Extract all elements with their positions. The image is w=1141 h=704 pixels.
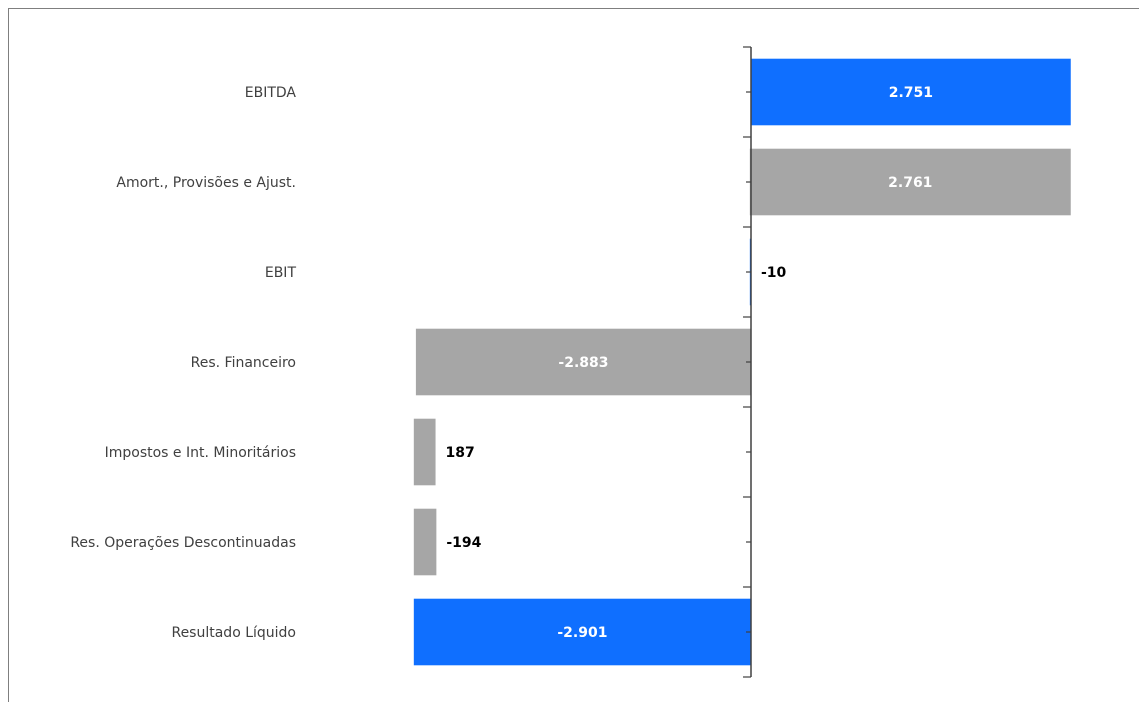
category-label: Amort., Provisões e Ajust. (116, 175, 296, 191)
category-label: Res. Operações Descontinuadas (70, 535, 296, 551)
value-label: 2.751 (889, 85, 933, 101)
category-label: Resultado Líquido (171, 625, 296, 641)
bar-7 (413, 598, 751, 666)
chart-frame (8, 8, 1139, 702)
value-label: 2.761 (888, 175, 932, 191)
value-label: -194 (446, 535, 481, 551)
bar-1 (751, 58, 1071, 126)
category-label: Impostos e Int. Minoritários (105, 445, 296, 461)
value-label: -2.883 (558, 355, 608, 371)
bar-4 (415, 328, 751, 396)
category-label: EBIT (265, 265, 297, 281)
value-label: 187 (446, 445, 475, 461)
bar-2 (749, 148, 1071, 216)
category-label: EBITDA (245, 85, 297, 101)
category-label: Res. Financeiro (191, 355, 296, 371)
value-label: -2.901 (557, 625, 607, 641)
bar-5 (413, 418, 436, 486)
value-label: -10 (761, 265, 787, 281)
bar-6 (413, 508, 437, 576)
